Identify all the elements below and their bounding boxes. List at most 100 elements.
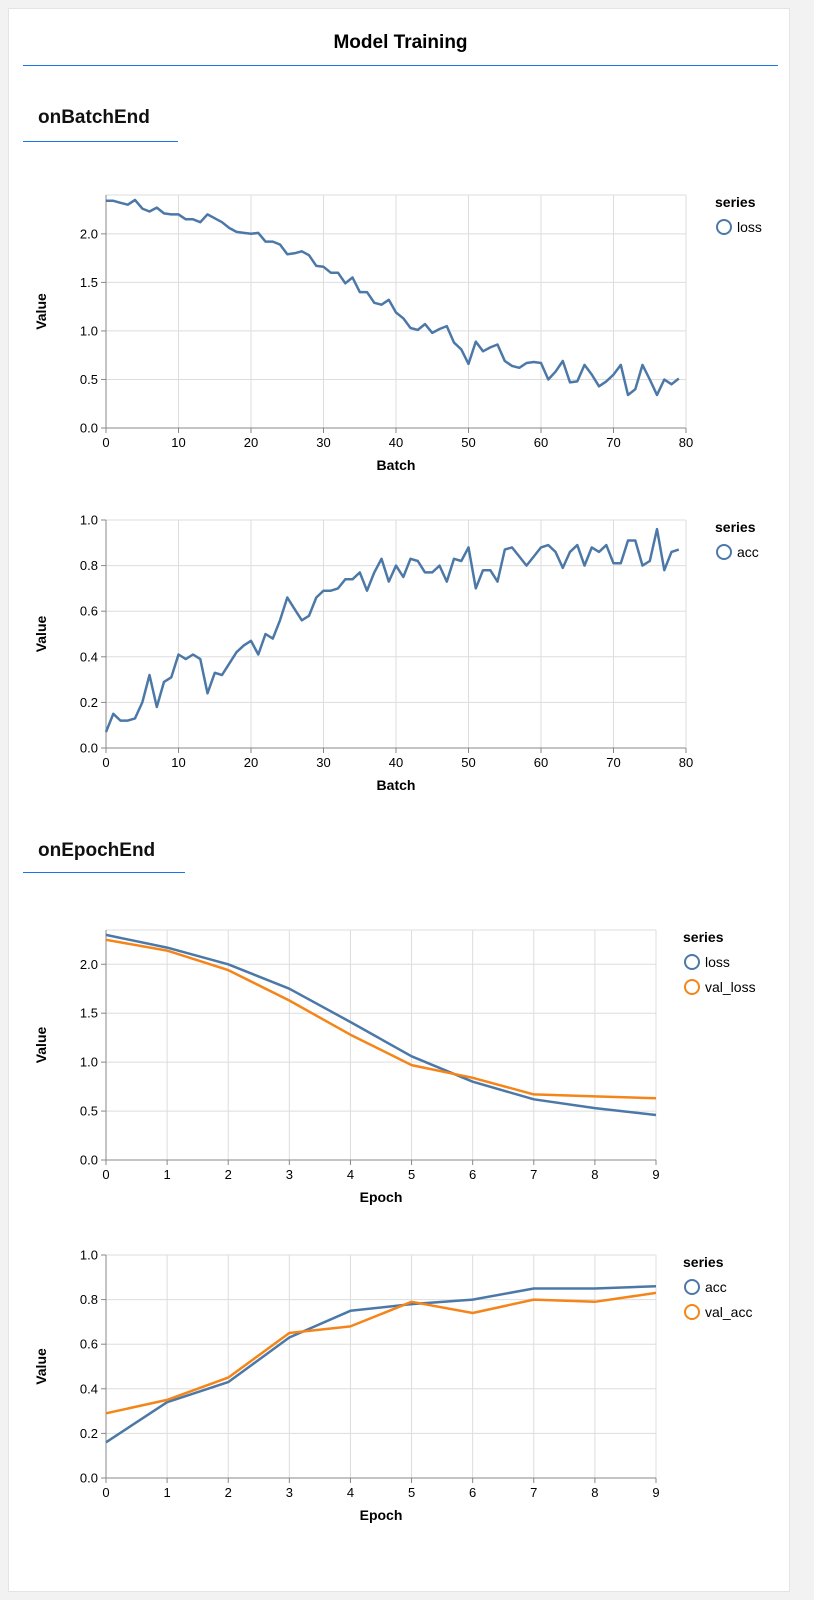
y-tick-label: 0.5 [80, 372, 98, 387]
x-tick-label: 5 [408, 1167, 415, 1182]
x-tick-label: 60 [534, 435, 548, 450]
y-tick-label: 1.0 [80, 1055, 98, 1070]
x-tick-label: 2 [225, 1485, 232, 1500]
x-tick-label: 0 [102, 1485, 109, 1500]
x-tick-label: 50 [461, 435, 475, 450]
x-tick-label: 9 [652, 1167, 659, 1182]
series-line-val_acc [105, 1291, 657, 1415]
legend-label-acc: acc [705, 1279, 727, 1295]
x-tick-label: 1 [163, 1167, 170, 1182]
legend-symbol-loss [684, 954, 700, 970]
x-tick-label: 4 [347, 1485, 354, 1500]
x-tick-label: 4 [347, 1167, 354, 1182]
legend-symbol-acc [684, 1279, 700, 1295]
x-tick-label: 10 [171, 755, 185, 770]
x-tick-label: 8 [591, 1167, 598, 1182]
legend-title: series [683, 929, 724, 945]
epoch-acc-chart: 0 1 2 3 4 5 6 7 8 9 0.0 0.2 0.4 0.6 0.8 1.0 Epoch Value se… [33, 1248, 752, 1524]
x-tick-label: 80 [679, 755, 693, 770]
y-axis-title: Value [33, 1027, 49, 1064]
y-tick-label: 0.5 [80, 1104, 98, 1119]
title-divider [23, 65, 778, 66]
y-tick-label: 0.2 [80, 695, 98, 710]
y-tick-label: 2.0 [80, 957, 98, 972]
section-divider-batch [23, 141, 178, 142]
legend-symbol-acc [716, 544, 732, 560]
x-tick-label: 70 [606, 755, 620, 770]
x-tick-label: 5 [408, 1485, 415, 1500]
x-tick-label: 6 [469, 1485, 476, 1500]
legend-symbol-val_acc [684, 1304, 700, 1320]
y-tick-label: 0.0 [80, 1471, 98, 1486]
y-tick-label: 0.0 [80, 421, 98, 436]
legend-title: series [683, 1254, 724, 1270]
x-axis-title: Epoch [360, 1507, 403, 1523]
page-title: Model Training [333, 32, 468, 53]
x-tick-label: 30 [316, 755, 330, 770]
x-tick-label: 20 [244, 435, 258, 450]
x-axis-title: Batch [377, 777, 416, 793]
y-tick-label: 0.8 [80, 1292, 98, 1307]
y-tick-label: 1.0 [80, 323, 98, 338]
x-tick-label: 0 [102, 435, 109, 450]
y-axis-title: Value [33, 293, 49, 330]
x-tick-label: 6 [469, 1167, 476, 1182]
series-line-val_loss [105, 938, 657, 1100]
x-tick-label: 7 [530, 1167, 537, 1182]
series-line-loss [105, 933, 657, 1117]
y-tick-label: 0.4 [80, 649, 98, 664]
y-tick-label: 1.5 [80, 1006, 98, 1021]
y-tick-label: 1.5 [80, 275, 98, 290]
x-tick-label: 80 [679, 435, 693, 450]
y-axis-title: Value [33, 616, 49, 653]
x-tick-label: 7 [530, 1485, 537, 1500]
legend-title: series [715, 519, 756, 535]
legend-symbol-loss [716, 219, 732, 235]
y-tick-label: 1.0 [80, 513, 98, 528]
x-tick-label: 70 [606, 435, 620, 450]
batch-acc-chart: 0 10 20 30 40 50 60 70 80 0.0 0.2 0.4 0.6 0.8 1.0 Batch… [33, 513, 759, 794]
y-tick-label: 0.6 [80, 604, 98, 619]
section-title-epoch: onEpochEnd [38, 840, 156, 861]
x-axis-title: Epoch [360, 1189, 403, 1205]
x-axis-title: Batch [377, 457, 416, 473]
legend-symbol-val_loss [684, 979, 700, 995]
x-tick-label: 9 [652, 1485, 659, 1500]
legend-label-val_loss: val_loss [705, 979, 756, 995]
y-axis-title: Value [33, 1348, 49, 1385]
series-line-loss [106, 198, 680, 397]
visor-panel [8, 8, 790, 1592]
x-tick-label: 40 [389, 435, 403, 450]
batch-loss-chart: 0 10 20 30 40 50 60 70 80 0.0 0.5 1.0 1.5 2.0 Batch Val… [33, 194, 762, 473]
x-tick-label: 50 [461, 755, 475, 770]
section-divider-epoch [23, 872, 185, 873]
y-tick-label: 0.6 [80, 1337, 98, 1352]
x-tick-label: 20 [244, 755, 258, 770]
legend-label-loss: loss [705, 954, 730, 970]
y-tick-label: 0.8 [80, 558, 98, 573]
series-line-acc [104, 527, 680, 733]
y-tick-label: 0.0 [80, 741, 98, 756]
x-tick-label: 3 [286, 1167, 293, 1182]
x-tick-label: 1 [163, 1485, 170, 1500]
x-tick-label: 2 [225, 1167, 232, 1182]
y-tick-label: 0.4 [80, 1381, 98, 1396]
x-tick-label: 8 [591, 1485, 598, 1500]
y-tick-label: 2.0 [80, 226, 98, 241]
legend-label-acc: acc [737, 544, 759, 560]
series-line-acc [105, 1284, 657, 1444]
x-tick-label: 0 [102, 755, 109, 770]
x-tick-label: 30 [316, 435, 330, 450]
legend-label-loss: loss [737, 219, 762, 235]
x-tick-label: 0 [102, 1167, 109, 1182]
x-tick-label: 10 [171, 435, 185, 450]
x-tick-label: 40 [389, 755, 403, 770]
y-tick-label: 0.0 [80, 1153, 98, 1168]
epoch-loss-chart: 0 1 2 3 4 5 6 7 8 9 0.0 0.5 1.0 1.5 2.0 Epoch Value serie… [33, 929, 756, 1205]
legend-title: series [715, 194, 756, 210]
y-tick-label: 1.0 [80, 1248, 98, 1263]
x-tick-label: 60 [534, 755, 548, 770]
legend-label-val_acc: val_acc [705, 1304, 752, 1320]
y-tick-label: 0.2 [80, 1426, 98, 1441]
x-tick-label: 3 [286, 1485, 293, 1500]
